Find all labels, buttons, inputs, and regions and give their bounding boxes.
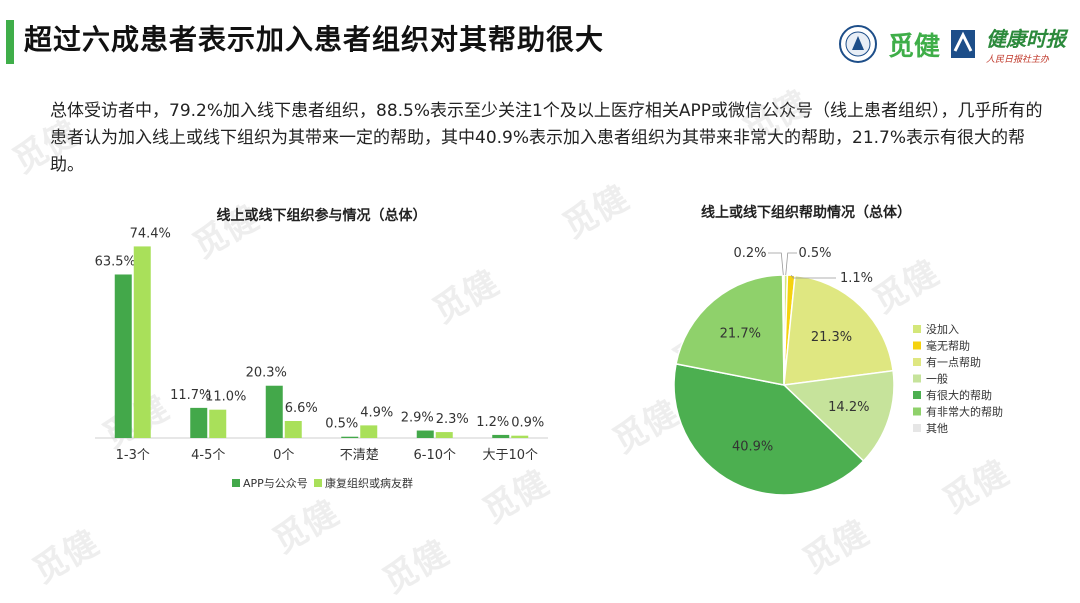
pie-slice xyxy=(673,362,865,496)
bar-data-label: 20.3% xyxy=(246,366,287,381)
legend-swatch xyxy=(913,325,921,333)
pie-leader-line xyxy=(790,275,836,279)
pie-leader-line xyxy=(768,252,784,276)
bar-rehab xyxy=(209,409,227,438)
bar-tick-label: 大于10个 xyxy=(482,448,538,463)
bar-tick-label: 1-3个 xyxy=(116,448,150,463)
bar-app xyxy=(492,434,510,438)
legend-label: 一般 xyxy=(926,373,948,386)
legend-swatch xyxy=(913,424,921,432)
pie-leader-line xyxy=(785,252,797,276)
bar-data-label: 2.9% xyxy=(401,411,434,426)
bar-data-label: 6.6% xyxy=(285,401,318,416)
legend-label: 其他 xyxy=(926,422,948,435)
legend-swatch xyxy=(913,407,921,416)
bar-tick-label: 0个 xyxy=(273,448,294,463)
seal-icon xyxy=(838,25,877,63)
legend-swatch xyxy=(314,479,322,487)
jk-logo-main: 健康时报 xyxy=(986,27,1066,51)
bar-tick-label: 不清楚 xyxy=(340,448,379,463)
legend-label: 有一点帮助 xyxy=(926,355,981,369)
legend-swatch xyxy=(913,341,921,350)
bar-rehab xyxy=(435,432,453,438)
legend-label: 有非常大的帮助 xyxy=(926,405,1003,419)
bar-rehab xyxy=(360,425,378,438)
title-accent-bar xyxy=(6,20,14,64)
jk-logo-icon xyxy=(951,30,975,58)
bar-data-label: 11.0% xyxy=(205,390,246,405)
legend-swatch xyxy=(913,391,921,399)
pie-data-label: 21.3% xyxy=(811,330,852,345)
pie-data-label: 1.1% xyxy=(840,271,873,286)
pie-data-label: 40.9% xyxy=(732,440,773,455)
bar-data-label: 11.7% xyxy=(170,388,211,403)
bar-tick-label: 6-10个 xyxy=(413,448,456,463)
legend-label: 有很大的帮助 xyxy=(926,388,992,402)
legend-label: 毫无帮助 xyxy=(926,339,970,353)
jk-logo: 健康时报 人民日报社主办 xyxy=(986,23,1066,65)
bar-app xyxy=(416,430,434,438)
pie-data-label: 14.2% xyxy=(828,400,869,415)
legend-swatch xyxy=(232,479,240,487)
summary-text: 总体受访者中，79.2%加入线下患者组织，88.5%表示至少关注1个及以上医疗相… xyxy=(50,101,1043,175)
bar-data-label: 4.9% xyxy=(360,405,393,420)
bar-data-label: 63.5% xyxy=(95,254,136,269)
bar-data-label: 0.9% xyxy=(511,416,544,431)
legend-label: 没加入 xyxy=(926,323,959,336)
bar-app xyxy=(341,436,359,438)
pie-slice xyxy=(781,274,785,386)
bar-data-label: 74.4% xyxy=(130,226,171,241)
jk-logo-sub: 人民日报社主办 xyxy=(986,55,1050,65)
pie-data-label: 0.5% xyxy=(798,246,831,261)
pie-chart-title: 线上或线下组织帮助情况（总体） xyxy=(701,204,911,221)
bar-rehab xyxy=(284,421,302,438)
bar-chart-title: 线上或线下组织参与情况（总体） xyxy=(217,207,427,224)
bar-rehab xyxy=(133,246,151,438)
legend-label: 康复组织或病友群 xyxy=(325,476,413,490)
pie-slice xyxy=(782,369,895,463)
pie-data-label: 21.7% xyxy=(720,327,761,342)
bar-data-label: 2.3% xyxy=(436,412,469,427)
legend-swatch xyxy=(913,374,921,383)
bar-app xyxy=(265,385,283,438)
bar-app xyxy=(190,407,208,438)
bar-tick-label: 4-5个 xyxy=(191,448,225,463)
mj-logo: 觅健 xyxy=(887,31,940,62)
pie-data-label: 0.2% xyxy=(733,246,766,261)
bar-rehab xyxy=(511,435,529,438)
bar-data-label: 1.2% xyxy=(476,415,509,430)
page-title: 超过六成患者表示加入患者组织对其帮助很大 xyxy=(24,23,605,56)
bar-app xyxy=(114,274,132,438)
legend-swatch xyxy=(913,358,921,366)
logos: 觅健 健康时报 人民日报社主办 xyxy=(838,22,1066,66)
legend-label: APP与公众号 xyxy=(243,477,308,490)
bar-data-label: 0.5% xyxy=(325,417,358,432)
pie-slice xyxy=(675,274,785,386)
